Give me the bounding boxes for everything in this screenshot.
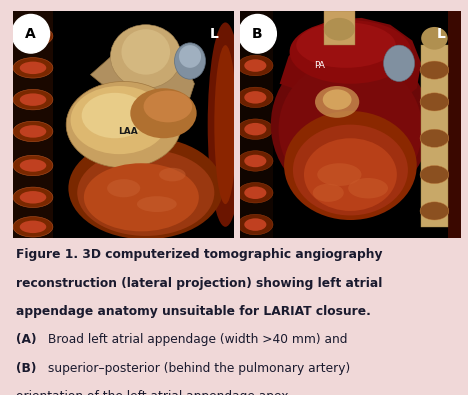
Ellipse shape [284,111,417,220]
Ellipse shape [144,90,192,122]
Text: L: L [437,27,446,41]
Ellipse shape [13,187,53,207]
Bar [240,11,273,238]
Ellipse shape [20,191,46,203]
Ellipse shape [315,86,359,118]
Ellipse shape [290,20,411,84]
Ellipse shape [81,93,148,138]
Ellipse shape [77,150,214,236]
Ellipse shape [13,58,53,78]
Ellipse shape [348,178,388,198]
Ellipse shape [20,93,46,106]
Ellipse shape [20,159,46,172]
Text: appendage anatomy unsuitable for LARIAT closure.: appendage anatomy unsuitable for LARIAT … [16,305,371,318]
Circle shape [12,15,50,53]
Text: L: L [210,27,219,41]
Text: superior–posterior (behind the pulmonary artery): superior–posterior (behind the pulmonary… [44,362,350,375]
Ellipse shape [107,179,140,198]
Ellipse shape [179,45,201,68]
Ellipse shape [293,125,408,216]
Ellipse shape [238,26,273,46]
Ellipse shape [13,155,53,176]
Ellipse shape [208,23,243,227]
Ellipse shape [214,45,236,204]
Ellipse shape [71,86,168,154]
Bar [13,11,53,238]
Ellipse shape [175,43,205,79]
Text: orientation of the left atrial appendage apex.: orientation of the left atrial appendage… [16,390,293,395]
Ellipse shape [13,26,53,46]
Ellipse shape [384,45,415,81]
Text: B: B [252,27,263,41]
Ellipse shape [13,121,53,142]
Text: Figure 1. 3D computerized tomographic angiography: Figure 1. 3D computerized tomographic an… [16,248,383,261]
Ellipse shape [130,88,197,138]
Ellipse shape [20,62,46,74]
Ellipse shape [238,182,273,203]
Text: A: A [25,27,36,41]
Bar [448,11,461,238]
Ellipse shape [244,30,266,42]
Text: LAA: LAA [118,127,138,136]
Polygon shape [90,38,194,102]
Text: PA: PA [314,61,325,70]
Ellipse shape [68,137,223,239]
Ellipse shape [244,91,266,103]
Ellipse shape [271,45,430,204]
Ellipse shape [238,55,273,76]
Circle shape [239,15,276,53]
Text: Broad left atrial appendage (width >40 mm) and: Broad left atrial appendage (width >40 m… [44,333,347,346]
Ellipse shape [304,138,397,211]
Ellipse shape [420,202,449,220]
Ellipse shape [244,186,266,199]
Ellipse shape [20,30,46,42]
Text: reconstruction (lateral projection) showing left atrial: reconstruction (lateral projection) show… [16,276,383,290]
Ellipse shape [244,218,266,231]
Ellipse shape [238,119,273,139]
Ellipse shape [324,18,355,41]
Ellipse shape [317,163,361,186]
Ellipse shape [20,125,46,138]
Ellipse shape [278,59,422,199]
Ellipse shape [296,23,396,68]
Ellipse shape [137,196,177,212]
Ellipse shape [238,151,273,171]
Ellipse shape [420,129,449,147]
Bar [421,45,448,227]
Text: (B): (B) [16,362,37,375]
Bar [324,11,355,45]
Text: (A): (A) [16,333,37,346]
Ellipse shape [420,61,449,79]
Ellipse shape [420,93,449,111]
Ellipse shape [421,27,448,50]
Ellipse shape [110,24,181,88]
Ellipse shape [244,155,266,167]
Ellipse shape [84,163,199,231]
Ellipse shape [20,220,46,233]
Ellipse shape [244,59,266,72]
Ellipse shape [238,87,273,107]
Ellipse shape [420,166,449,184]
Ellipse shape [313,184,344,202]
Ellipse shape [13,89,53,110]
Ellipse shape [159,168,186,181]
Polygon shape [280,18,421,106]
Ellipse shape [238,214,273,235]
Ellipse shape [66,81,181,168]
Ellipse shape [323,89,351,110]
Ellipse shape [13,216,53,237]
Ellipse shape [122,29,170,75]
Ellipse shape [244,123,266,135]
